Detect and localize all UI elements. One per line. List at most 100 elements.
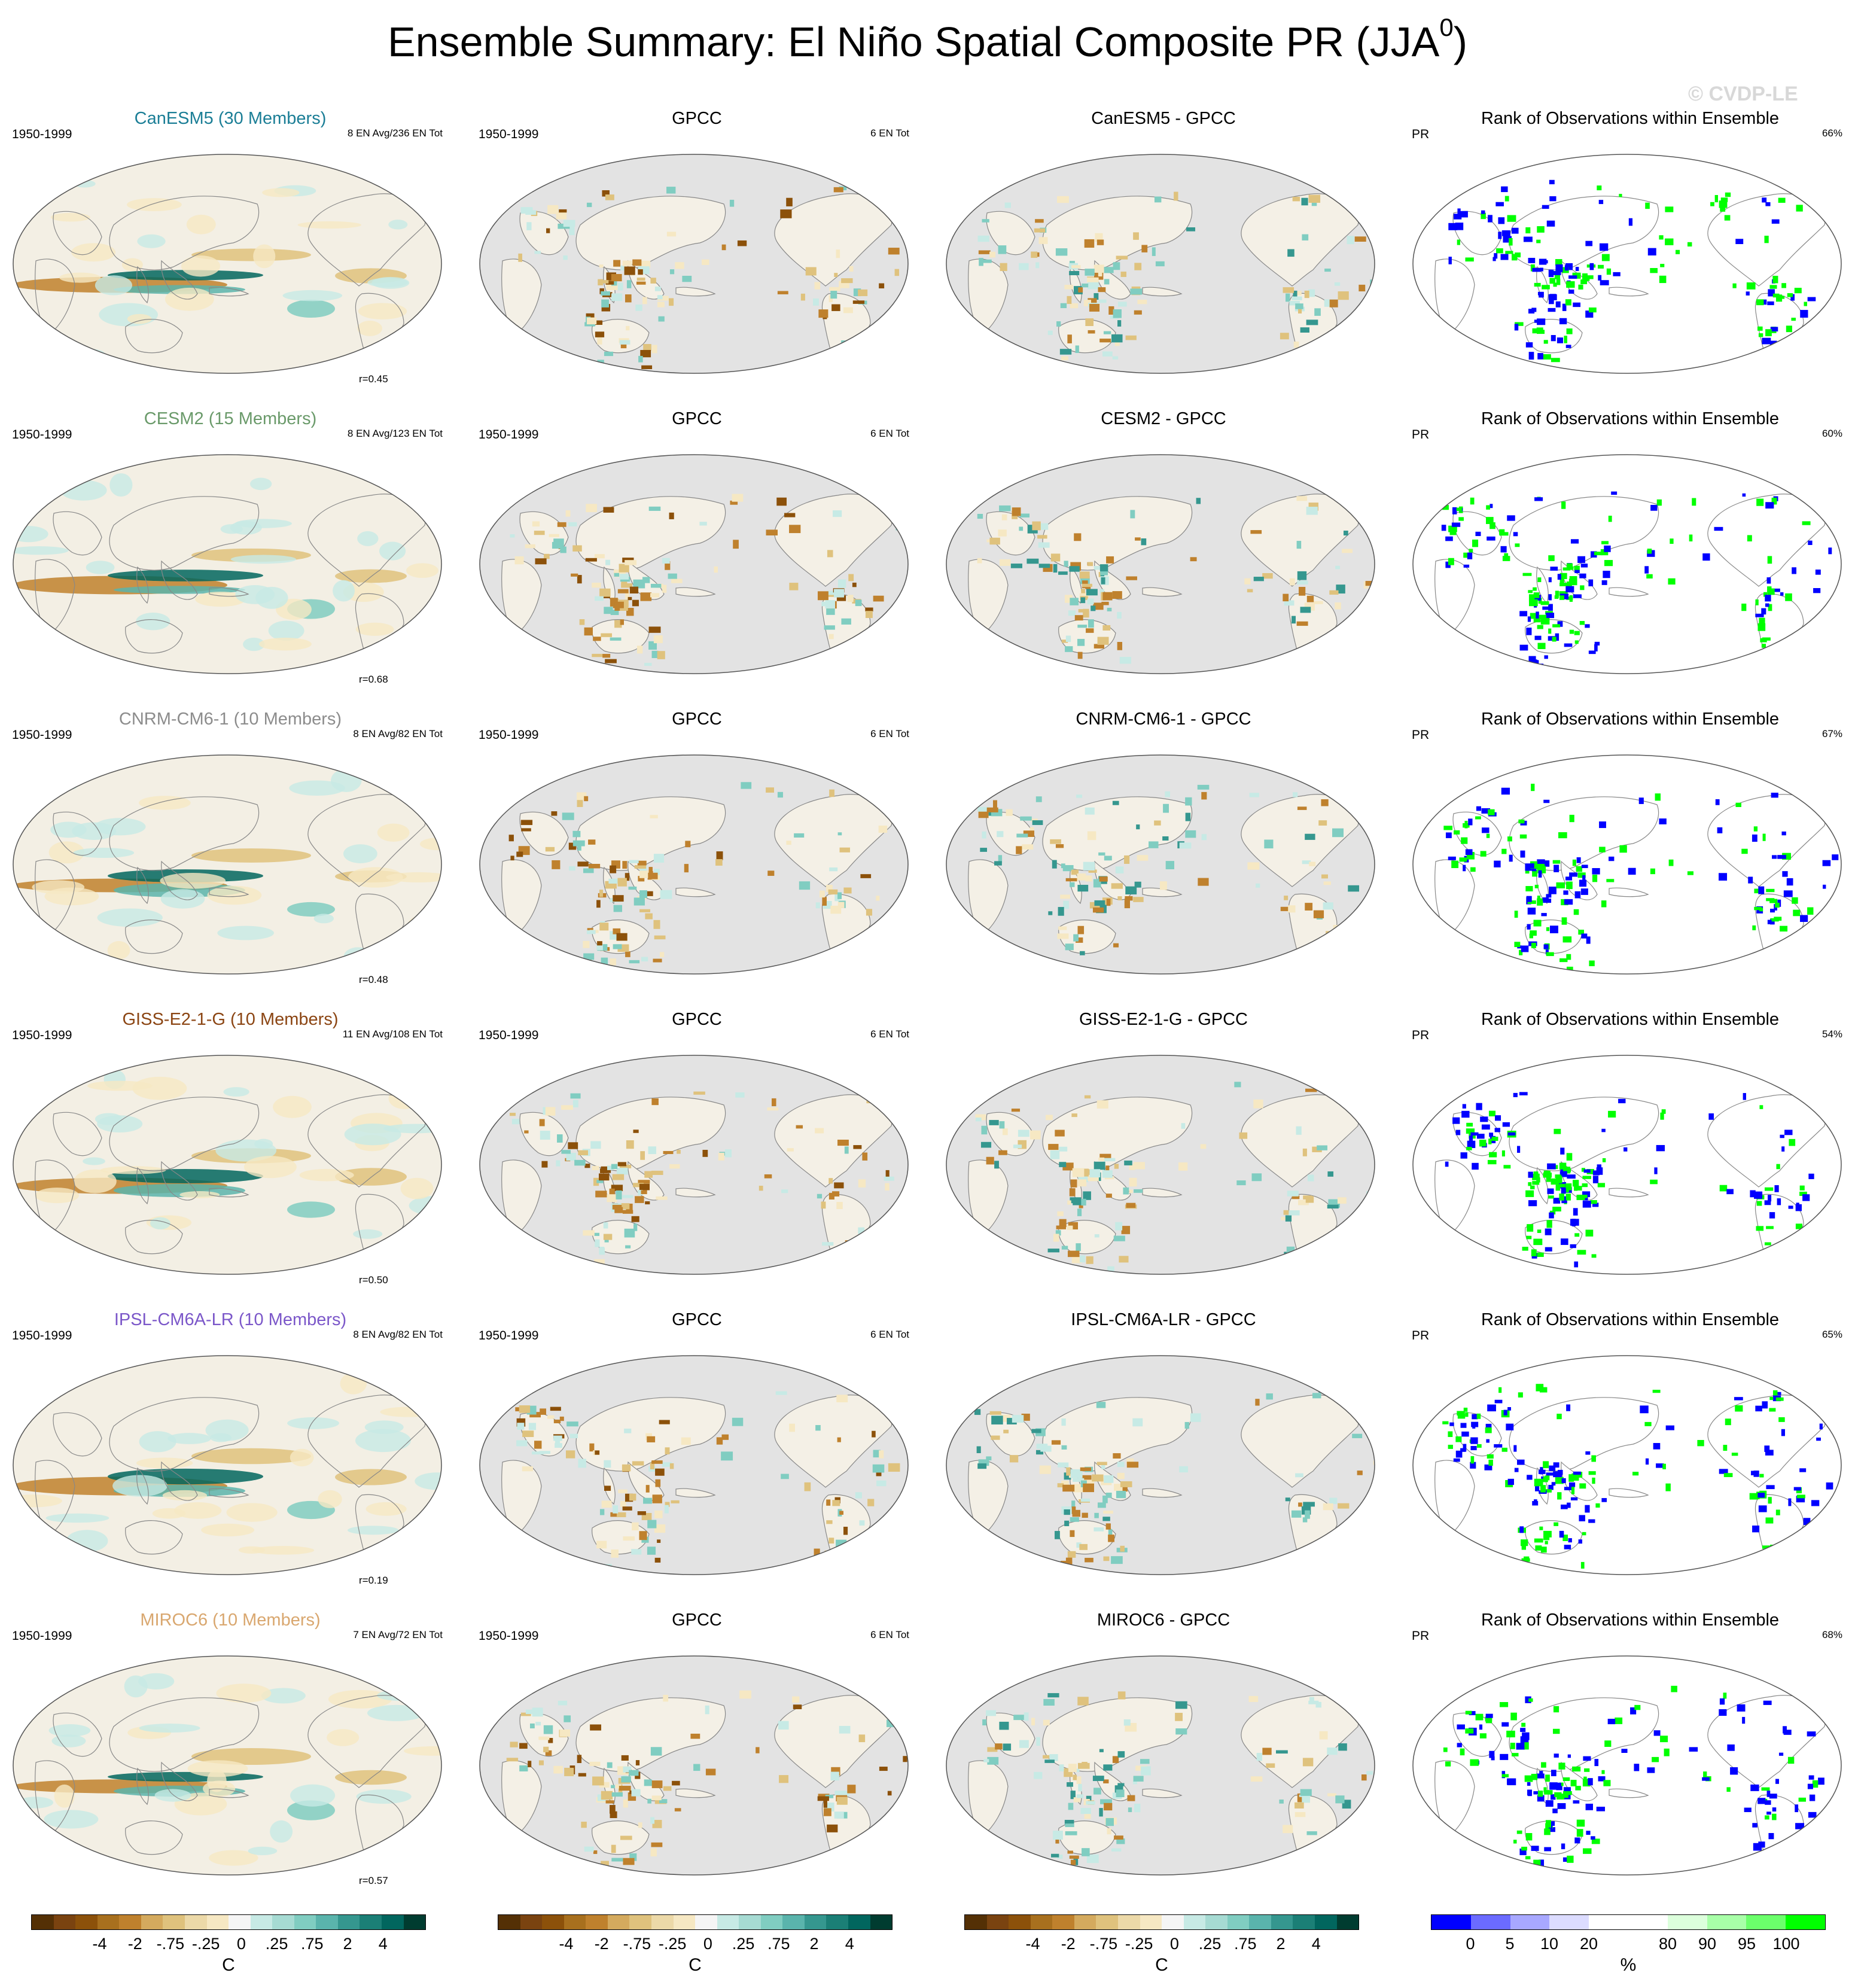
- period-label: 1950-1999: [479, 1329, 539, 1342]
- model-title: CanESM5 (30 Members): [134, 109, 327, 128]
- diff-panel: CNRM-CM6-1 - GPCC: [933, 688, 1394, 987]
- colorbar-swatch: [826, 1915, 848, 1929]
- colorbar-swatch: [1589, 1915, 1628, 1929]
- diff-panel: CanESM5 - GPCC: [933, 87, 1394, 386]
- diff-map: [945, 1354, 1376, 1576]
- event-count: 8 EN Avg/236 EN Tot: [347, 127, 443, 139]
- colorbar-swatch: [986, 1915, 1009, 1929]
- diff-panel: MIROC6 - GPCC: [933, 1589, 1394, 1888]
- colorbar-swatch: [1470, 1915, 1510, 1929]
- colorbar-boxes: [1431, 1914, 1826, 1930]
- colorbar-swatch: [32, 1915, 54, 1929]
- diff-map: [945, 1054, 1376, 1275]
- colorbar-swatch: [1336, 1915, 1359, 1929]
- event-count: 8 EN Avg/82 EN Tot: [353, 1329, 443, 1340]
- model-title: GISS-E2-1-G (10 Members): [122, 1010, 339, 1029]
- colorbar-swatch: [1052, 1915, 1074, 1929]
- diff-map: [945, 153, 1376, 375]
- main-title: Ensemble Summary: El Niño Spatial Compos…: [387, 13, 1468, 66]
- model-map: [12, 1354, 443, 1576]
- colorbar-swatch: [1628, 1915, 1668, 1929]
- period-label: 1950-1999: [12, 428, 72, 442]
- colorbar-tick: 0: [1466, 1935, 1475, 1953]
- model-panel: CESM2 (15 Members) 1950-1999 8 EN Avg/123 …: [0, 388, 461, 687]
- watermark: © CVDP-LE: [1688, 83, 1798, 105]
- colorbar-swatch: [782, 1915, 805, 1929]
- model-panel: IPSL-CM6A-LR (10 Members) 1950-1999 8 EN A…: [0, 1289, 461, 1588]
- colorbar-swatch: [542, 1915, 564, 1929]
- period-label: 1950-1999: [479, 127, 539, 141]
- model-panel: CNRM-CM6-1 (10 Members) 1950-1999 8 EN Avg…: [0, 688, 461, 987]
- colorbar-tick: -2: [594, 1935, 609, 1953]
- variable-label: PR: [1412, 1329, 1430, 1342]
- model-map: [12, 1054, 443, 1275]
- colorbar-tick: -4: [1025, 1935, 1040, 1953]
- diff-title: IPSL-CM6A-LR - GPCC: [1071, 1310, 1256, 1329]
- colorbar-tick: -2: [1061, 1935, 1076, 1953]
- obs-panel: GPCC 1950-1999 6 EN Tot: [467, 988, 927, 1287]
- colorbar-swatch: [563, 1915, 586, 1929]
- event-count: 11 EN Avg/108 EN Tot: [342, 1028, 443, 1040]
- variable-label: PR: [1412, 728, 1430, 742]
- diff-title: CNRM-CM6-1 - GPCC: [1076, 710, 1251, 729]
- colorbar-tick: -.25: [658, 1935, 687, 1953]
- colorbar-tick: -4: [559, 1935, 574, 1953]
- model-title: IPSL-CM6A-LR (10 Members): [114, 1310, 347, 1329]
- colorbar-swatch: [651, 1915, 674, 1929]
- obs-map: [479, 1655, 909, 1876]
- period-label: 1950-1999: [12, 1028, 72, 1042]
- pattern-correlation: r=0.45: [359, 373, 388, 385]
- obs-map: [479, 153, 909, 375]
- rank-percent: 68%: [1822, 1629, 1842, 1640]
- rank-panel: Rank of Observations within Ensemble PR 54…: [1400, 988, 1855, 1287]
- obs-panel: GPCC 1950-1999 6 EN Tot: [467, 1289, 927, 1588]
- colorbar-unit: %: [1620, 1955, 1637, 1975]
- colorbar-tick: -.75: [1089, 1935, 1118, 1953]
- colorbar-swatch: [53, 1915, 76, 1929]
- colorbar-swatch: [1293, 1915, 1315, 1929]
- obs-map: [479, 453, 909, 675]
- colorbar-swatch: [337, 1915, 360, 1929]
- period-label: 1950-1999: [479, 1629, 539, 1643]
- rank-map: [1412, 153, 1842, 375]
- rank-panel: Rank of Observations within Ensemble PR 65…: [1400, 1289, 1855, 1588]
- diff-panel: CESM2 - GPCC: [933, 388, 1394, 687]
- model-map: [12, 1655, 443, 1876]
- colorbar-tick: 95: [1737, 1935, 1756, 1953]
- obs-panel: GPCC 1950-1999 6 EN Tot: [467, 1589, 927, 1888]
- model-title: MIROC6 (10 Members): [140, 1611, 321, 1630]
- colorbar-tick: 10: [1540, 1935, 1559, 1953]
- rank-title: Rank of Observations within Ensemble: [1481, 1010, 1780, 1029]
- colorbar-tick: .75: [767, 1935, 790, 1953]
- obs-map: [479, 1054, 909, 1275]
- colorbar-tick: 0: [703, 1935, 712, 1953]
- model-map: [12, 453, 443, 675]
- colorbar-tick: -4: [92, 1935, 107, 1953]
- colorbar-tick: .25: [1198, 1935, 1222, 1953]
- colorbar-swatch: [695, 1915, 717, 1929]
- colorbar-swatch: [760, 1915, 783, 1929]
- model-map: [12, 153, 443, 375]
- colorbar-swatch: [403, 1915, 426, 1929]
- colorbar-swatch: [1431, 1915, 1471, 1929]
- pattern-correlation: r=0.57: [359, 1875, 388, 1886]
- colorbar-swatch: [629, 1915, 651, 1929]
- event-count: 6 EN Tot: [870, 1028, 909, 1040]
- diff-panel: GISS-E2-1-G - GPCC: [933, 988, 1394, 1287]
- model-title: CNRM-CM6-1 (10 Members): [118, 710, 342, 729]
- colorbar-swatch: [520, 1915, 543, 1929]
- colorbar-swatch: [250, 1915, 273, 1929]
- colorbar-swatch: [229, 1915, 251, 1929]
- colorbar-swatch: [1205, 1915, 1227, 1929]
- rank-map: [1412, 754, 1842, 975]
- colorbar-swatch: [1117, 1915, 1140, 1929]
- event-count: 7 EN Avg/72 EN Tot: [353, 1629, 443, 1640]
- rank-percent: 60%: [1822, 428, 1842, 439]
- colorbar-tick: 20: [1579, 1935, 1598, 1953]
- colorbar-swatch: [272, 1915, 294, 1929]
- colorbar-swatch: [1249, 1915, 1271, 1929]
- model-panel: MIROC6 (10 Members) 1950-1999 7 EN Avg/72 …: [0, 1589, 461, 1888]
- rank-map: [1412, 1354, 1842, 1576]
- period-label: 1950-1999: [12, 127, 72, 141]
- rank-panel: Rank of Observations within Ensemble PR 60…: [1400, 388, 1855, 687]
